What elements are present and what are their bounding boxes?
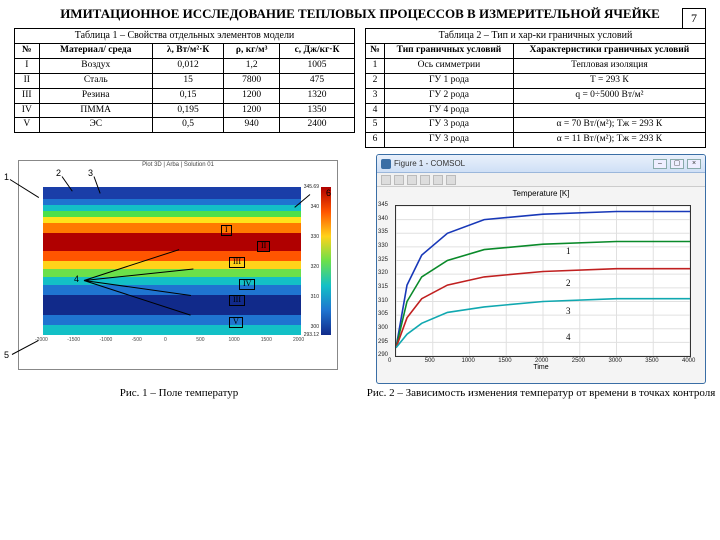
pointer-1: 1 [4, 172, 9, 182]
table-2: Таблица 2 – Тип и хар-ки граничных услов… [365, 28, 706, 149]
toolbar-icon[interactable] [446, 175, 456, 185]
maximize-button[interactable]: ▢ [670, 159, 684, 169]
page-title: ИМИТАЦИОННОЕ ИССЛЕДОВАНИЕ ТЕПЛОВЫХ ПРОЦЕ… [0, 0, 720, 26]
close-button[interactable]: × [687, 159, 701, 169]
pointer-5: 5 [4, 350, 9, 360]
figure-2-caption: Рис. 2 – Зависимость изменения температу… [367, 384, 716, 400]
x-axis-label: Time [377, 364, 705, 371]
fig1-window-title: Plot 3D | Arba | Solution 01 [142, 162, 214, 168]
toolbar-icon[interactable] [394, 175, 404, 185]
pointer-3: 3 [88, 168, 93, 178]
window-title: Figure 1 - COMSOL [394, 159, 465, 168]
toolbar-icon[interactable] [433, 175, 443, 185]
toolbar-icon[interactable] [420, 175, 430, 185]
comsol-icon [381, 159, 391, 169]
roman-marker: IV [239, 279, 255, 290]
page-number-badge: 7 [682, 8, 706, 29]
pointer-2: 2 [56, 168, 61, 178]
curve-label: 3 [566, 306, 571, 316]
pointer-4: 4 [74, 274, 79, 284]
roman-marker: V [229, 317, 243, 328]
window-titlebar: Figure 1 - COMSOL – ▢ × [377, 155, 705, 173]
curve-label: 1 [566, 246, 571, 256]
roman-marker: II [257, 241, 270, 252]
figure-2-curves: Figure 1 - COMSOL – ▢ × Temperature [K] … [376, 154, 706, 384]
roman-marker: I [221, 225, 232, 236]
curve-label: 2 [566, 278, 571, 288]
figure-1-caption: Рис. 1 – Поле температур [120, 384, 239, 400]
table-1: Таблица 1 – Свойства отдельных элементов… [14, 28, 355, 149]
roman-marker: III [229, 257, 245, 268]
figure-1-temperature-field: Plot 3D | Arba | Solution 01 IIIIIIIVIII… [4, 154, 354, 384]
pointer-6: 6 [326, 188, 331, 198]
minimize-button[interactable]: – [653, 159, 667, 169]
chart-title: Temperature [K] [377, 189, 705, 198]
window-toolbar [377, 173, 705, 187]
toolbar-icon[interactable] [381, 175, 391, 185]
roman-marker: III [229, 295, 245, 306]
curve-label: 4 [566, 332, 571, 342]
toolbar-icon[interactable] [407, 175, 417, 185]
